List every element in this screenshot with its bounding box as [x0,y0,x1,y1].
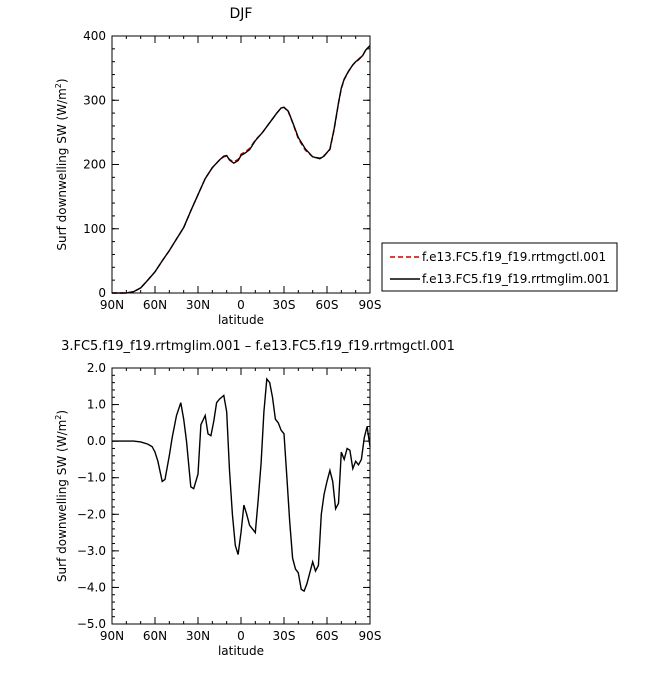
x-tick-label: 90N [100,298,124,312]
top-panel: DJF 90N 60N 30N 0 30S 60S 90S 0 100 200 300 400 latit… [54,6,618,327]
y-tick-label: 300 [83,93,106,107]
x-tick-label: 0 [237,629,245,643]
bottom-panel: 3.FC5.f19_f19.rrtmglim.001 – f.e13.FC5.f… [54,339,455,658]
x-axis-label: latitude [218,644,264,658]
y-tick-label: 400 [83,29,106,43]
y-tick-label: 1.0 [87,398,106,412]
series-line-0 [112,377,371,593]
y-tick-label: −3.0 [77,544,106,558]
chart-title: DJF [230,6,253,22]
x-tick-label: 30S [273,629,296,643]
y-tick-label: −2.0 [77,507,106,521]
x-tick-label: 30S [273,298,296,312]
x-tick-label: 30N [186,629,210,643]
y-tick-label: 0 [98,286,106,300]
plot-frame [111,35,371,294]
legend-box [381,242,618,292]
legend-label: f.e13.FC5.f19_f19.rrtmglim.001 [422,272,610,286]
x-tick-label: 60N [143,298,167,312]
plot-frame [111,367,371,625]
x-tick-label: 60S [316,629,339,643]
x-tick-label: 90N [100,629,124,643]
x-tick-label: 0 [237,298,245,312]
x-tick-label: 60S [316,298,339,312]
y-axis-label: Surf downwelling SW (W/m2) [54,78,69,250]
chart-title: 3.FC5.f19_f19.rrtmglim.001 – f.e13.FC5.f… [61,339,455,354]
y-tick-label: 0.0 [87,434,106,448]
x-tick-label: 30N [186,298,210,312]
y-tick-label: −5.0 [77,617,106,631]
y-axis-label: Surf downwelling SW (W/m2) [54,410,69,582]
series-line-0 [112,45,371,294]
legend-label: f.e13.FC5.f19_f19.rrtmgctl.001 [422,250,606,264]
y-tick-label: −1.0 [77,471,106,485]
x-tick-label: 90S [359,629,382,643]
x-tick-label: 90S [359,298,382,312]
y-tick-label: 200 [83,158,106,172]
x-axis-label: latitude [218,313,264,327]
x-tick-label: 60N [143,629,167,643]
y-tick-label: 100 [83,222,106,236]
series-line-1 [112,45,371,294]
y-tick-label: −4.0 [77,580,106,594]
y-tick-label: 2.0 [87,361,106,375]
